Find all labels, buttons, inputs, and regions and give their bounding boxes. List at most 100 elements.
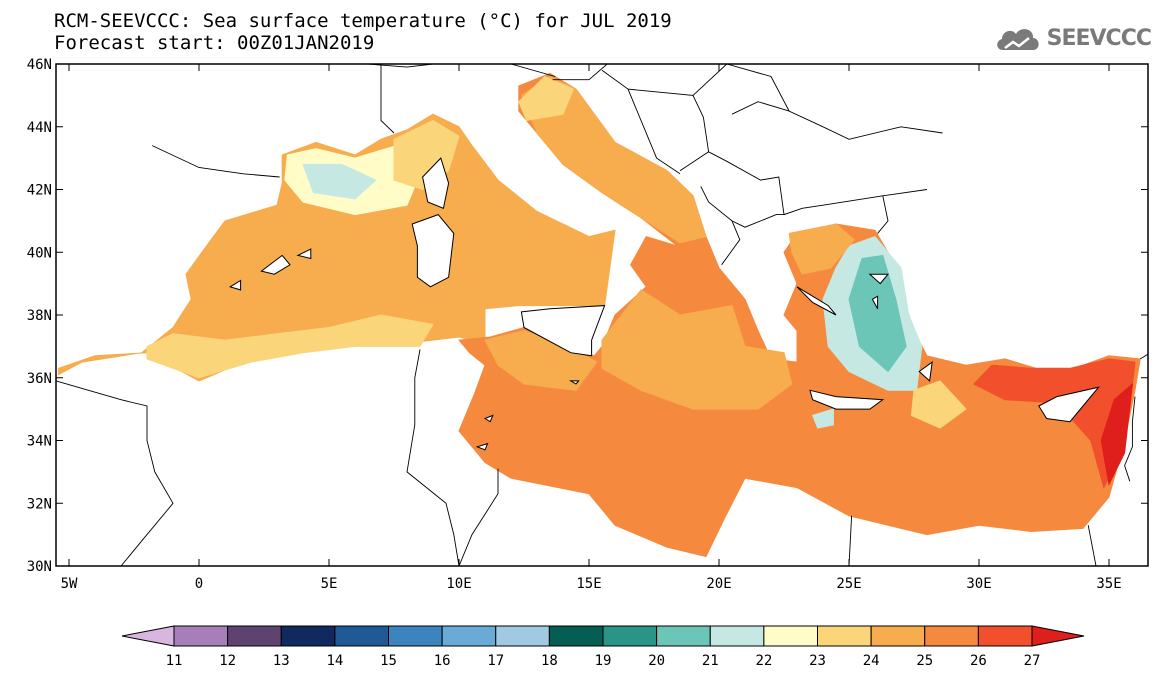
country-border [1139, 353, 1148, 360]
longitude-axis: 5W 0 5E 10E 15E 20E 25E 30E 35E [61, 64, 1122, 592]
colorbar-label: 13 [273, 653, 290, 669]
island-mallorca [260, 254, 291, 275]
colorbar-segment [495, 625, 550, 647]
colorbar-segment [763, 625, 818, 647]
lon-tick-label: 35E [1096, 576, 1121, 592]
island-lesbos [868, 273, 890, 285]
colorbar-segment [548, 625, 604, 647]
country-border [552, 64, 608, 81]
country-border [458, 468, 499, 566]
country-border [1087, 525, 1097, 566]
lat-tick-label: 36N [27, 371, 52, 387]
lon-tick-label: 20E [706, 576, 731, 592]
country-border [1124, 396, 1136, 482]
country-border [848, 515, 853, 566]
colorbar-label: 20 [648, 653, 665, 669]
country-border [406, 349, 460, 566]
country-border [380, 64, 395, 134]
islands-layer [228, 157, 1100, 451]
sst-layer [58, 72, 1141, 558]
island-ibiza [228, 279, 242, 291]
sst-region-lion-gulf-core [302, 163, 377, 200]
sst-region-aegean-north-warm [788, 223, 855, 275]
lon-tick-label: 5W [61, 576, 78, 592]
map-title: RCM-SEEVCCC: Sea surface temperature (°C… [54, 10, 672, 32]
logo-text: SEEVCCC [1046, 25, 1152, 51]
colorbar-low-arrow [121, 625, 175, 647]
colorbar-label: 17 [487, 653, 504, 669]
lon-tick-label: 0 [195, 576, 203, 592]
country-border [152, 145, 280, 178]
island-kerkennah [483, 414, 494, 423]
colorbar-label: 14 [326, 653, 343, 669]
country-border [692, 64, 943, 140]
colorbar-segment [977, 625, 1033, 647]
country-border [731, 101, 790, 115]
country-border [877, 195, 889, 234]
lon-tick-label: 15E [576, 576, 601, 592]
lat-tick-label: 42N [27, 183, 52, 199]
sst-region-rhodes-cool [910, 380, 967, 429]
colorbar-label: 22 [755, 653, 772, 669]
sst-region-sicily-channel [484, 330, 598, 391]
island-djerba [475, 442, 489, 451]
island-sardinia [411, 214, 455, 288]
sst-region-ionian-central [601, 289, 793, 410]
sst-region-adriatic-cool [520, 75, 707, 244]
colorbar-label: 27 [1024, 653, 1041, 669]
island-corsica [422, 157, 450, 209]
colorbar-segment [602, 625, 658, 647]
island-rhodes [918, 361, 933, 382]
colorbar-segment [280, 625, 336, 647]
colorbar-label: 19 [595, 653, 612, 669]
country-border [731, 214, 784, 228]
colorbar-label: 18 [541, 653, 558, 669]
sst-region-levant-core [1100, 382, 1134, 486]
colorbar-label: 24 [863, 653, 880, 669]
colorbar-label: 16 [434, 653, 451, 669]
seevccc-logo: SEEVCCC [993, 22, 1152, 54]
lat-tick-label: 30N [27, 559, 52, 575]
lat-tick-label: 40N [27, 245, 52, 261]
lat-tick-label: 34N [27, 434, 52, 450]
island-cyprus [1038, 386, 1100, 423]
colorbar-segment [817, 625, 872, 647]
island-crete [809, 389, 885, 410]
island-malta [568, 380, 580, 385]
colorbar-segment [334, 625, 389, 647]
lat-tick-label: 38N [27, 308, 52, 324]
colorbar-label: 21 [702, 653, 719, 669]
colorbar-segment [656, 625, 711, 647]
colorbar-label: 12 [219, 653, 236, 669]
colorbar-label: 23 [809, 653, 826, 669]
cloud-icon [996, 29, 1039, 50]
country-border [367, 64, 556, 77]
island-euboea [796, 286, 837, 316]
country-border [601, 69, 710, 172]
forecast-start-subtitle: Forecast start: 00Z01JAN2019 [54, 32, 375, 54]
sst-region-algerian-coast-cool [146, 314, 434, 379]
colorbar-segment [173, 625, 229, 647]
sst-region-aegean-core [848, 254, 907, 373]
colorbar-segment [924, 625, 979, 647]
lat-tick-label: 44N [27, 120, 52, 136]
colorbar-high-arrow [1031, 625, 1085, 647]
lon-tick-label: 5E [321, 576, 338, 592]
colorbar-segment [870, 625, 926, 647]
lon-tick-label: 30E [966, 576, 991, 592]
colorbar-label: 15 [380, 653, 397, 669]
sst-region-north-adriatic [518, 75, 575, 122]
colorbar-segment [709, 625, 765, 647]
colorbar-segment [441, 625, 497, 647]
temperature-colorbar: 11 12 13 14 15 16 17 18 19 20 21 22 23 24 25 26 27 [121, 625, 1085, 669]
latitude-axis: 46N 44N 42N 40N 38N 36N 34N 32N 30N [27, 57, 1148, 575]
map-area [56, 64, 1148, 566]
colorbar-label: 26 [970, 653, 987, 669]
lat-tick-label: 32N [27, 496, 52, 512]
colorbar-label: 11 [166, 653, 183, 669]
country-border [627, 88, 681, 175]
borders-layer [56, 64, 1148, 566]
lon-tick-label: 10E [446, 576, 471, 592]
island-chios [871, 295, 879, 309]
